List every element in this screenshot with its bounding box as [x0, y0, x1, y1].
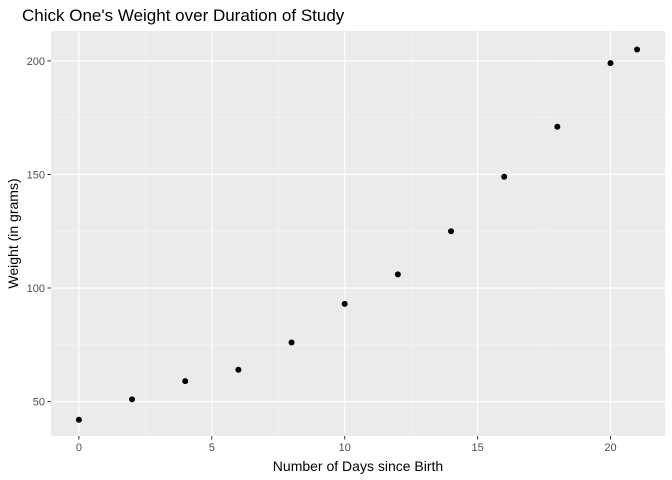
y-tick-label: 200: [27, 56, 45, 68]
data-point: [235, 366, 242, 373]
data-point: [501, 173, 508, 180]
chart-title: Chick One's Weight over Duration of Stud…: [22, 6, 345, 25]
x-tick-label: 20: [604, 442, 616, 454]
data-point: [288, 339, 295, 346]
data-point: [634, 46, 641, 53]
x-tick-label: 15: [471, 442, 483, 454]
data-point: [607, 60, 614, 67]
x-axis: 0 5 10 15 20: [76, 436, 617, 454]
y-axis-title: Weight (in grams): [5, 178, 21, 288]
data-point: [554, 123, 561, 130]
data-point: [75, 416, 82, 423]
plot-panel: [51, 31, 665, 436]
data-points: [75, 46, 641, 423]
data-point: [448, 228, 455, 235]
data-point: [394, 271, 401, 278]
data-point: [129, 396, 136, 403]
x-tick-label: 5: [209, 442, 215, 454]
y-tick-label: 100: [27, 283, 45, 295]
y-tick-label: 50: [33, 397, 45, 409]
data-point: [341, 300, 348, 307]
x-tick-label: 0: [76, 442, 82, 454]
x-tick-label: 10: [339, 442, 351, 454]
y-tick-label: 150: [27, 169, 45, 181]
major-gridlines: [51, 31, 665, 436]
data-point: [182, 378, 189, 385]
x-axis-title: Number of Days since Birth: [273, 458, 443, 474]
minor-gridlines: [51, 31, 665, 436]
y-axis: 50 100 150 200: [27, 56, 51, 409]
